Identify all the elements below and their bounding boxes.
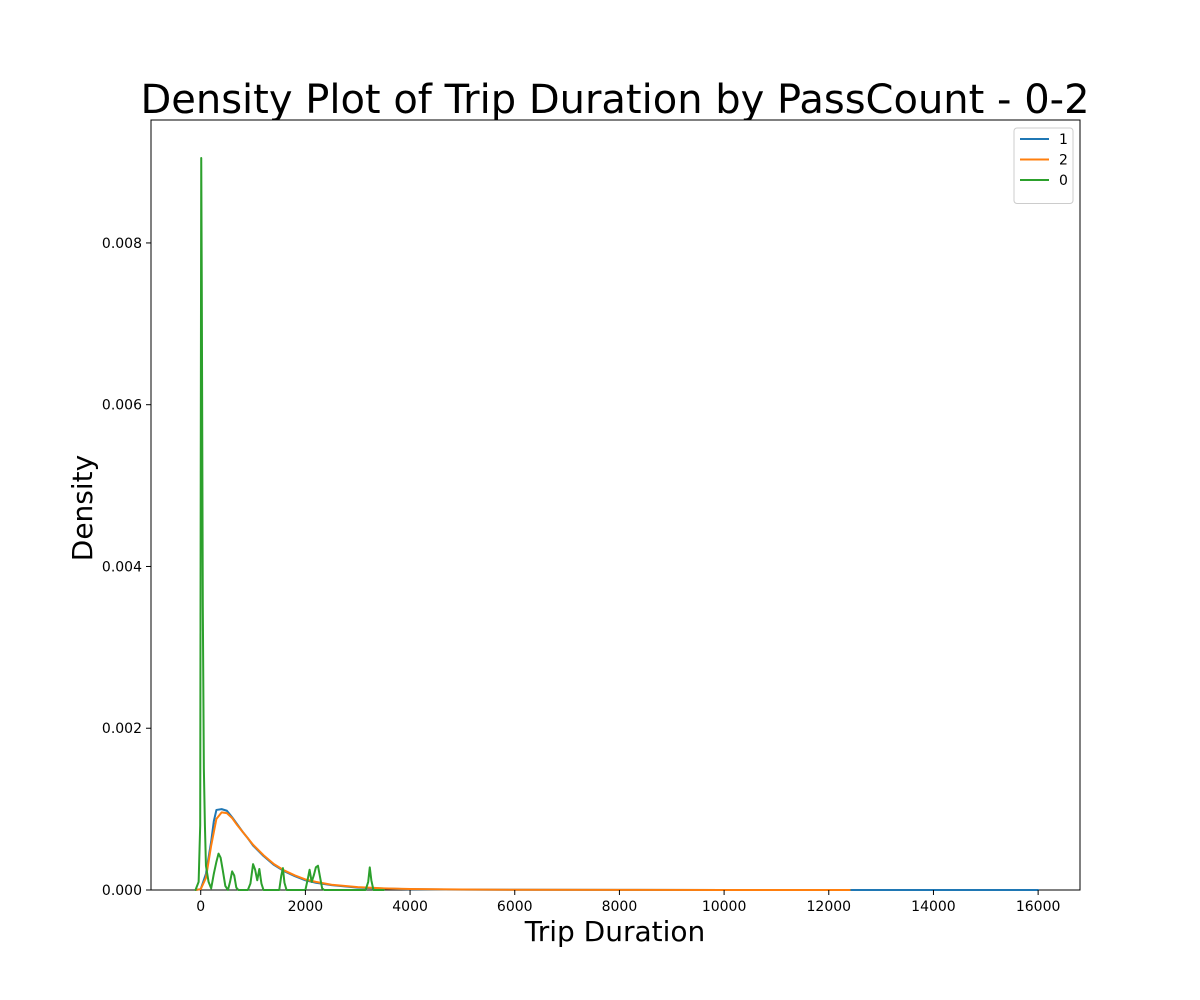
y-tick-label: 0.004: [102, 559, 142, 575]
x-tick-label: 14000: [911, 899, 956, 915]
x-axis-label: Trip Duration: [524, 915, 706, 948]
legend-label: 0: [1059, 173, 1068, 189]
x-tick-label: 16000: [1016, 899, 1061, 915]
series-layer: [194, 157, 1040, 891]
y-tick-label: 0.006: [102, 398, 142, 414]
chart-title: Density Plot of Trip Duration by PassCou…: [140, 77, 1089, 123]
x-tick-label: 10000: [702, 899, 747, 915]
series-line-2: [194, 811, 851, 891]
plot-area: [150, 119, 1081, 891]
legend-label: 1: [1059, 132, 1068, 148]
y-tick-label: 0.000: [102, 883, 142, 899]
y-axis-label: Density: [66, 455, 99, 561]
ticks-layer: 0 2000 4000 6000 8000 10000 12000 14000 16000 0.0…: [102, 236, 1060, 915]
legend-box: [1013, 127, 1074, 204]
y-tick-label: 0.008: [102, 236, 142, 252]
x-tick-label: 8000: [602, 899, 638, 915]
legend: 1 2 0: [1013, 127, 1074, 204]
legend-label: 2: [1059, 153, 1068, 169]
y-tick-label: 0.002: [102, 721, 142, 737]
x-tick-label: 0: [196, 899, 205, 915]
x-tick-label: 6000: [497, 899, 533, 915]
x-tick-label: 2000: [288, 899, 324, 915]
plot-frame: [150, 119, 1081, 891]
x-tick-label: 12000: [807, 899, 852, 915]
series-line-0: [194, 157, 385, 891]
x-tick-label: 4000: [392, 899, 428, 915]
